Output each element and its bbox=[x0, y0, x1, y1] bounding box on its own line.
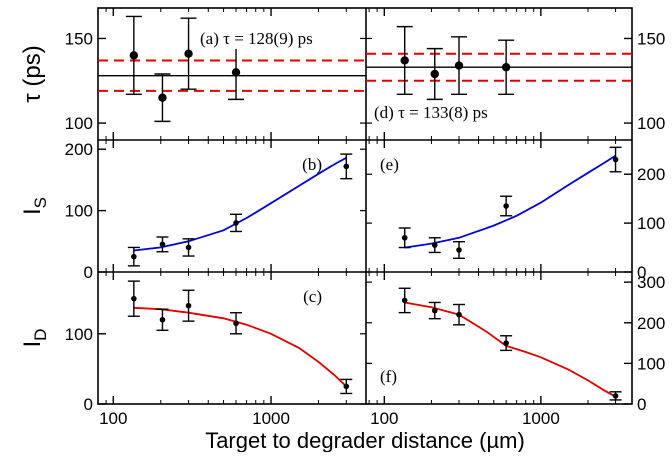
panel-label: (d) τ = 133(8) ps bbox=[374, 103, 488, 122]
y-axis-label-unit: (ps) bbox=[19, 45, 46, 93]
data-point bbox=[233, 220, 239, 226]
data-point bbox=[233, 320, 239, 327]
panel-label: (c) bbox=[303, 287, 322, 306]
fit-curve bbox=[404, 301, 617, 398]
data-point bbox=[159, 241, 166, 248]
data-point bbox=[503, 340, 509, 346]
panel-label: (a) τ = 128(9) ps bbox=[200, 29, 313, 48]
y-tick-label: 200 bbox=[637, 314, 665, 333]
data-point bbox=[343, 383, 350, 390]
y-axis-label-subscript: D bbox=[31, 329, 50, 341]
y-tick-label: 0 bbox=[637, 263, 646, 282]
y-axis-label-subscript: S bbox=[31, 197, 50, 208]
panel-d: (d) τ = 133(8) ps bbox=[366, 25, 632, 123]
data-point bbox=[158, 93, 167, 102]
data-point bbox=[400, 56, 409, 65]
y-tick-label: 0 bbox=[84, 395, 93, 414]
data-point bbox=[501, 63, 511, 72]
panel-label-background bbox=[372, 102, 490, 123]
fit-curve bbox=[133, 306, 347, 388]
x-tick-label: 1000 bbox=[522, 409, 560, 428]
y-tick-label: 0 bbox=[637, 395, 646, 414]
data-point bbox=[343, 163, 350, 170]
data-point bbox=[401, 234, 408, 241]
y-tick-label: 300 bbox=[637, 273, 665, 292]
y-tick-label: 0 bbox=[84, 263, 93, 282]
y-axis-label-symbol: τ bbox=[19, 93, 46, 103]
data-point bbox=[431, 242, 438, 248]
data-point bbox=[159, 316, 166, 323]
y-axis-label: τ (ps) bbox=[19, 45, 46, 102]
data-point bbox=[185, 302, 192, 309]
data-point bbox=[503, 203, 509, 209]
y-tick-label: 100 bbox=[637, 354, 665, 373]
y-tick-label: 200 bbox=[637, 165, 665, 184]
y-axis-label: ID bbox=[19, 329, 50, 348]
y-axis-label: IS bbox=[19, 197, 50, 215]
panel-c: (c) bbox=[127, 280, 353, 395]
y-tick-label: 100 bbox=[637, 114, 665, 133]
panel-e: (e) bbox=[380, 146, 622, 260]
y-tick-label: 100 bbox=[65, 325, 93, 344]
panel-f: (f) bbox=[380, 287, 622, 401]
fit-curve bbox=[133, 157, 347, 252]
y-axis-label-symbol: I bbox=[19, 208, 46, 215]
y-tick-label: 150 bbox=[637, 29, 665, 48]
panel-label: (b) bbox=[302, 155, 322, 174]
y-tick-label: 100 bbox=[637, 214, 665, 233]
data-point bbox=[131, 253, 137, 260]
x-axis-label: Target to degrader distance (µm) bbox=[205, 428, 525, 452]
y-tick-label: 200 bbox=[65, 140, 93, 159]
y-tick-label: 150 bbox=[65, 29, 93, 48]
data-point bbox=[231, 68, 241, 77]
data-point bbox=[612, 156, 619, 163]
data-point bbox=[431, 307, 438, 314]
data-point bbox=[454, 61, 464, 70]
axes: τ (ps)100150100150IS01002000100200ID0100… bbox=[19, 8, 665, 428]
panel-label: (e) bbox=[380, 155, 399, 174]
y-tick-label: 100 bbox=[65, 114, 93, 133]
x-tick-label: 100 bbox=[99, 409, 127, 428]
panel-label: (f) bbox=[380, 367, 397, 386]
data-point bbox=[185, 244, 192, 251]
data-point bbox=[184, 49, 193, 58]
data-point bbox=[456, 311, 462, 318]
data-point bbox=[129, 51, 139, 60]
panel-b: (b) bbox=[127, 153, 353, 267]
data-point bbox=[401, 297, 408, 304]
x-tick-label: 100 bbox=[370, 409, 398, 428]
panel-a: (a) τ = 128(9) ps bbox=[98, 15, 366, 123]
data-point bbox=[131, 295, 137, 302]
data-point bbox=[456, 247, 462, 253]
panel-label-background bbox=[198, 28, 315, 49]
data-point bbox=[430, 69, 439, 79]
x-tick-label: 1000 bbox=[252, 409, 290, 428]
fit-curve bbox=[404, 154, 617, 249]
y-tick-label: 100 bbox=[65, 202, 93, 221]
y-axis-label-symbol: I bbox=[19, 341, 46, 348]
data-point bbox=[612, 393, 619, 399]
